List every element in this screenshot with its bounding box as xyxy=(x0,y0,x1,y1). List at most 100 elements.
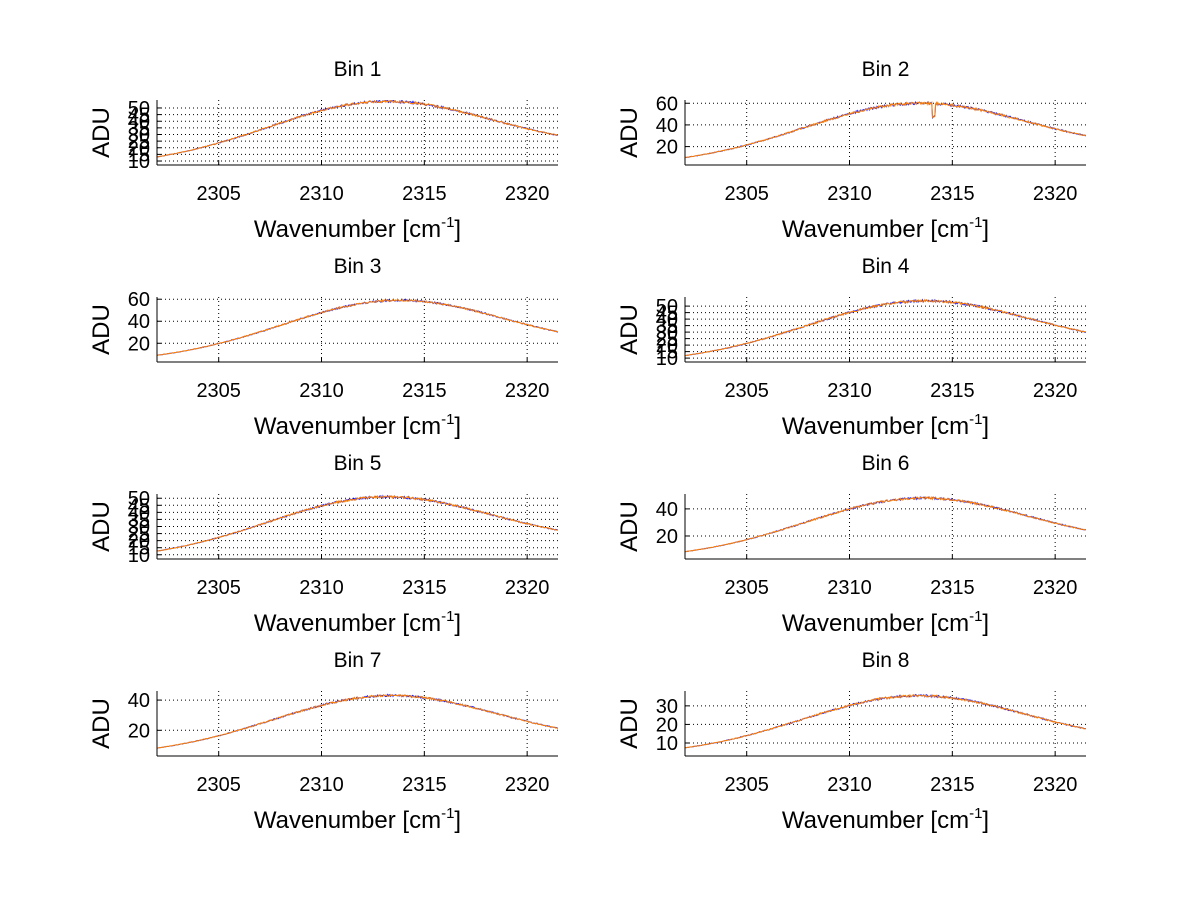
series-line-2 xyxy=(685,100,1086,159)
x-axis-label: Wavenumber [cm-1] xyxy=(782,805,989,834)
x-tick-label: 2315 xyxy=(930,380,975,402)
y-axis-label: ADU xyxy=(88,304,115,355)
x-tick-label: 2320 xyxy=(1033,183,1078,205)
y-tick-label: 10 xyxy=(128,545,150,567)
y-tick-label: 60 xyxy=(128,289,150,311)
x-tick-label: 2320 xyxy=(505,380,550,402)
x-tick-label: 2305 xyxy=(724,380,769,402)
y-tick-label: 10 xyxy=(128,151,150,173)
series-line-1 xyxy=(685,693,1086,749)
y-tick-label: 45 xyxy=(128,105,150,127)
x-tick-label: 2305 xyxy=(724,774,769,796)
x-tick-label: 2315 xyxy=(402,380,447,402)
x-axis-label-main: Wavenumber [cm xyxy=(254,413,441,440)
x-axis-label-end: ] xyxy=(982,807,989,834)
subplot-bin-6: 2305 2310 2315 2320 20 40 Bin 6 Wavenumber [cm-… xyxy=(616,452,1086,637)
y-axis-label: ADU xyxy=(616,501,643,552)
x-tick-label: 2310 xyxy=(299,380,344,402)
y-tick-label: 30 xyxy=(656,322,678,344)
x-tick-label: 2310 xyxy=(299,577,344,599)
x-tick-label: 2310 xyxy=(827,577,872,599)
x-tick-label: 2305 xyxy=(196,774,241,796)
subplot-bin-7: 2305 2310 2315 2320 20 40 Bin 7 Wavenumber [cm-… xyxy=(88,649,558,834)
y-tick-label: 20 xyxy=(656,714,678,736)
x-tick-label: 2310 xyxy=(827,380,872,402)
x-axis-label-end: ] xyxy=(454,413,461,440)
x-tick-label: 2315 xyxy=(402,774,447,796)
y-tick-label: 40 xyxy=(656,499,678,521)
y-tick-label: 20 xyxy=(128,333,150,355)
x-axis-label: Wavenumber [cm-1] xyxy=(254,608,461,637)
y-tick-label: 15 xyxy=(656,342,678,364)
y-axis-label: ADU xyxy=(616,698,643,749)
x-axis-label: Wavenumber [cm-1] xyxy=(782,411,989,440)
x-axis-label-superscript: -1 xyxy=(969,411,982,428)
x-tick-label: 2310 xyxy=(827,774,872,796)
subplot-title: Bin 5 xyxy=(334,452,382,475)
x-tick-label: 2320 xyxy=(505,774,550,796)
y-tick-label: 20 xyxy=(656,137,678,159)
x-tick-label: 2315 xyxy=(930,183,975,205)
x-axis-label: Wavenumber [cm-1] xyxy=(782,608,989,637)
subplot-title: Bin 7 xyxy=(334,649,382,672)
y-tick-label: 15 xyxy=(128,144,150,166)
x-axis-label: Wavenumber [cm-1] xyxy=(782,214,989,243)
x-tick-label: 2320 xyxy=(1033,774,1078,796)
y-tick-label: 20 xyxy=(656,335,678,357)
x-axis-label-end: ] xyxy=(982,216,989,243)
series-line-2 xyxy=(157,100,558,158)
series-line-2 xyxy=(685,298,1086,357)
series-line-1 xyxy=(157,298,558,356)
x-tick-label: 2315 xyxy=(930,774,975,796)
subplot-title: Bin 3 xyxy=(334,255,382,278)
x-axis-label: Wavenumber [cm-1] xyxy=(254,805,461,834)
y-tick-label: 10 xyxy=(656,348,678,370)
y-tick-label: 25 xyxy=(128,131,150,153)
y-tick-label: 40 xyxy=(128,690,150,712)
subplot-title: Bin 8 xyxy=(862,649,910,672)
series-line-1 xyxy=(157,100,558,158)
y-tick-label: 50 xyxy=(128,488,150,510)
y-tick-label: 45 xyxy=(656,303,678,325)
x-tick-label: 2320 xyxy=(1033,380,1078,402)
y-tick-label: 10 xyxy=(656,733,678,755)
x-tick-label: 2305 xyxy=(724,183,769,205)
x-tick-label: 2305 xyxy=(196,577,241,599)
x-tick-label: 2315 xyxy=(930,577,975,599)
y-axis-label: ADU xyxy=(616,107,643,158)
y-tick-label: 40 xyxy=(128,311,150,333)
x-axis-label-superscript: -1 xyxy=(441,805,454,822)
x-axis-label-main: Wavenumber [cm xyxy=(254,610,441,637)
x-axis-label-superscript: -1 xyxy=(969,805,982,822)
y-axis-label: ADU xyxy=(88,501,115,552)
y-tick-label: 20 xyxy=(656,526,678,548)
x-axis-label-main: Wavenumber [cm xyxy=(782,216,969,243)
x-axis-label-main: Wavenumber [cm xyxy=(254,216,441,243)
series-line-2 xyxy=(685,694,1086,749)
y-tick-label: 45 xyxy=(128,495,150,517)
series-line-2 xyxy=(685,495,1086,553)
x-axis-label-superscript: -1 xyxy=(441,214,454,231)
y-tick-label: 50 xyxy=(128,98,150,120)
y-tick-label: 40 xyxy=(656,115,678,137)
x-tick-label: 2310 xyxy=(827,183,872,205)
y-tick-label: 15 xyxy=(128,538,150,560)
x-axis-label-end: ] xyxy=(982,610,989,637)
y-tick-label: 40 xyxy=(128,111,150,133)
x-axis-label-main: Wavenumber [cm xyxy=(254,807,441,834)
x-tick-label: 2305 xyxy=(196,380,241,402)
y-tick-label: 50 xyxy=(656,296,678,318)
series-line-2 xyxy=(157,298,558,356)
x-axis-label-end: ] xyxy=(982,413,989,440)
y-tick-label: 20 xyxy=(128,720,150,742)
x-tick-label: 2315 xyxy=(402,577,447,599)
x-axis-label-superscript: -1 xyxy=(441,608,454,625)
y-axis-label: ADU xyxy=(616,304,643,355)
series-line-1 xyxy=(685,495,1086,553)
y-tick-label: 25 xyxy=(128,524,150,546)
